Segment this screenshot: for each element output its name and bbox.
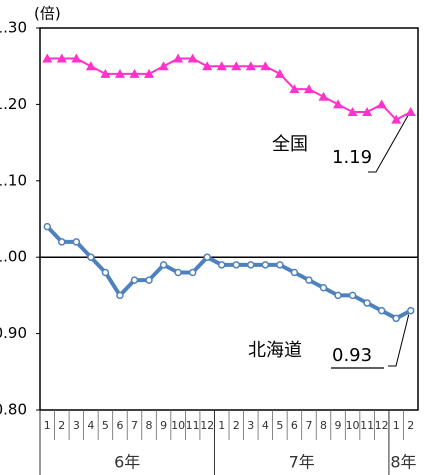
marker <box>363 299 371 307</box>
marker <box>334 291 342 300</box>
marker <box>145 276 153 284</box>
leader <box>388 314 410 367</box>
x-tick-label: 11 <box>186 419 200 432</box>
value-label: 0.93 <box>332 345 372 366</box>
x-tick-label: 7 <box>305 419 312 432</box>
marker <box>362 107 373 117</box>
marker <box>348 291 357 300</box>
marker <box>129 68 140 78</box>
x-tick-label: 5 <box>102 419 109 432</box>
marker <box>158 61 169 71</box>
marker <box>144 68 155 78</box>
marker <box>261 261 270 269</box>
y-tick-label: 1.10 <box>0 171 27 189</box>
x-tick-label: 4 <box>262 419 269 432</box>
y-tick-label: 1.30 <box>0 19 27 37</box>
marker <box>391 114 402 124</box>
value-label: 1.19 <box>332 147 372 168</box>
marker <box>101 268 110 277</box>
marker <box>231 61 242 71</box>
marker <box>71 53 82 63</box>
marker <box>406 306 415 315</box>
marker <box>188 268 197 277</box>
x-tick-label: 5 <box>276 419 283 432</box>
marker <box>274 68 285 78</box>
marker <box>72 238 81 246</box>
series-line <box>47 57 412 121</box>
marker <box>58 238 66 246</box>
x-tick-label: 8 <box>320 419 327 432</box>
x-tick-label: 9 <box>160 419 167 432</box>
y-tick-label: 1.00 <box>0 248 27 266</box>
x-tick-label: 3 <box>73 419 80 432</box>
y-unit: (倍) <box>34 5 61 23</box>
marker <box>202 61 213 71</box>
x-tick-label: 3 <box>247 419 254 432</box>
marker <box>174 268 182 277</box>
marker <box>100 68 111 78</box>
marker <box>43 222 52 231</box>
x-tick-label: 6 <box>116 419 123 432</box>
year-label: 8年 <box>390 453 416 472</box>
marker <box>247 261 255 269</box>
x-tick-label: 1 <box>44 419 51 432</box>
x-tick-label: 6 <box>291 419 298 432</box>
marker <box>303 84 314 94</box>
year-label: 7年 <box>289 453 315 472</box>
marker <box>56 53 67 63</box>
legend-label: 全国 <box>272 134 308 155</box>
x-tick-label: 12 <box>375 419 389 432</box>
marker <box>333 99 344 109</box>
x-tick-label: 9 <box>335 419 342 432</box>
marker <box>217 261 226 269</box>
marker <box>392 314 400 323</box>
x-tick-label: 8 <box>146 419 153 432</box>
x-tick-label: 2 <box>233 419 240 432</box>
leader <box>368 115 409 173</box>
marker <box>216 61 227 71</box>
x-tick-label: 4 <box>87 419 94 432</box>
x-tick-label: 10 <box>171 419 185 432</box>
marker <box>289 84 300 94</box>
marker <box>376 99 387 109</box>
marker <box>187 53 198 63</box>
x-tick-label: 12 <box>200 419 214 432</box>
marker <box>116 291 124 300</box>
marker <box>260 61 271 71</box>
marker <box>130 276 139 284</box>
x-tick-label: 2 <box>58 419 65 432</box>
marker <box>87 253 95 261</box>
marker <box>347 107 358 117</box>
marker <box>276 261 284 269</box>
y-tick-label: 0.80 <box>0 401 27 419</box>
marker <box>377 306 386 315</box>
y-tick-label: 0.90 <box>0 324 27 342</box>
legend-label: 北海道 <box>248 340 302 361</box>
year-label: 6年 <box>114 453 140 472</box>
marker <box>305 276 313 284</box>
x-tick-label: 1 <box>393 419 400 432</box>
marker <box>318 91 329 101</box>
marker <box>405 107 416 117</box>
marker <box>232 261 241 269</box>
marker <box>85 61 96 71</box>
marker <box>319 284 328 292</box>
marker <box>114 68 125 78</box>
x-tick-label: 1 <box>218 419 225 432</box>
y-tick-label: 1.20 <box>0 95 27 113</box>
marker <box>203 253 211 261</box>
marker <box>159 261 168 269</box>
x-tick-label: 7 <box>131 419 138 432</box>
marker <box>42 53 53 63</box>
x-tick-label: 10 <box>346 419 360 432</box>
x-tick-label: 11 <box>360 419 374 432</box>
marker <box>245 61 256 71</box>
x-tick-label: 2 <box>407 419 414 432</box>
marker <box>290 268 299 277</box>
marker <box>173 53 184 63</box>
